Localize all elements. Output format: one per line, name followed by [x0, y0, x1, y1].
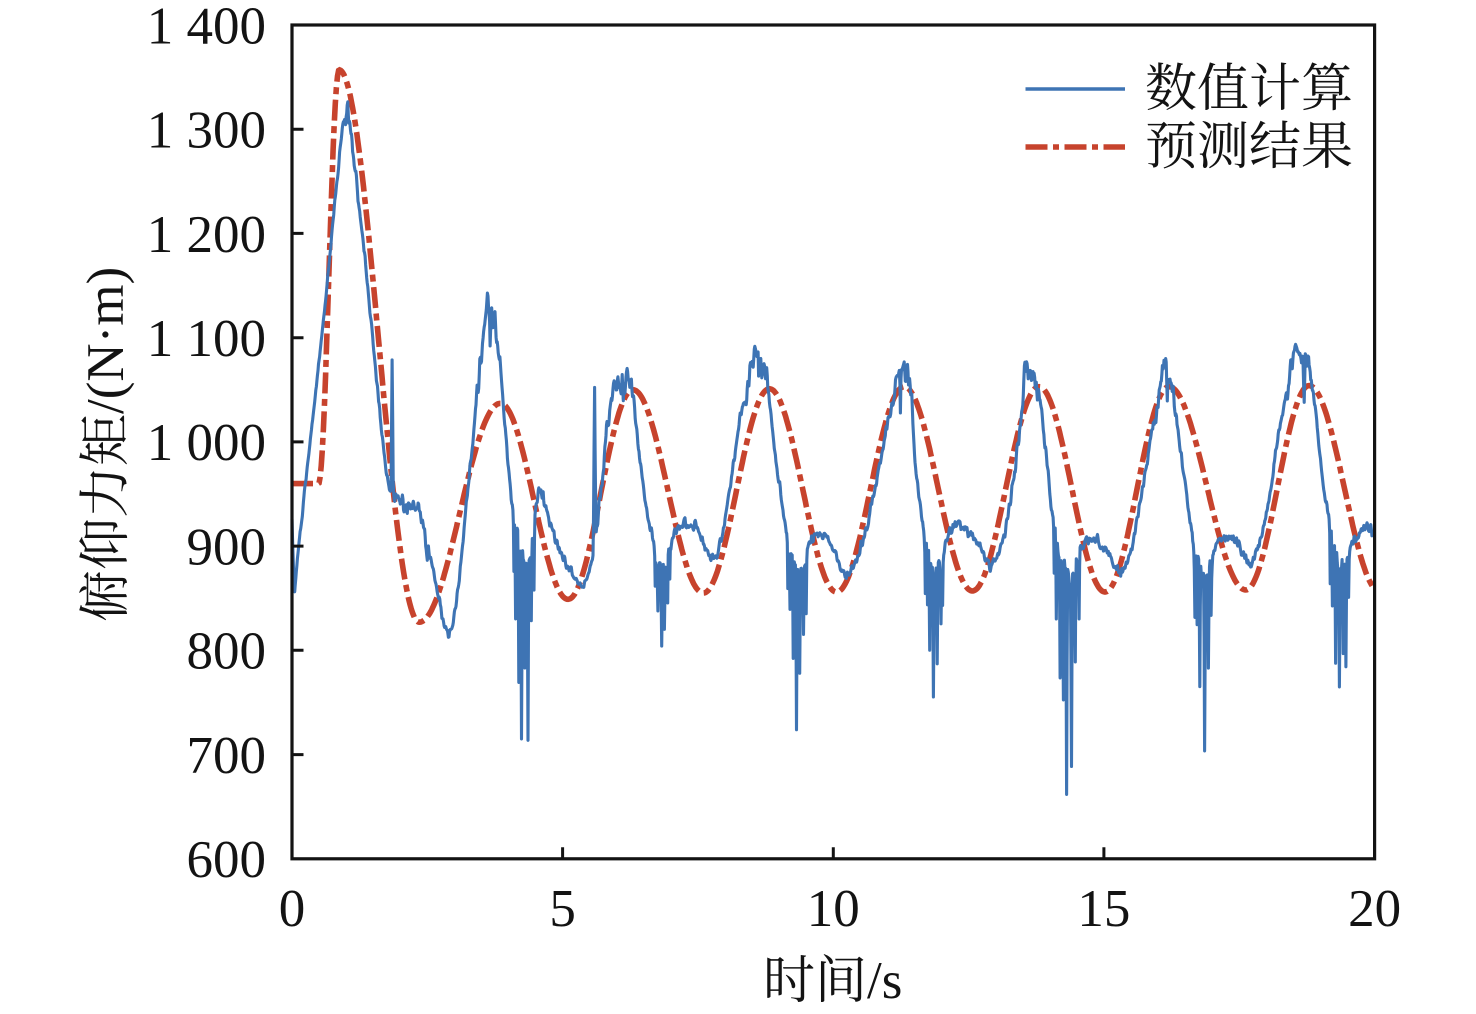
- svg-text:/(N·m): /(N·m): [77, 267, 135, 414]
- svg-text:1 200: 1 200: [147, 206, 266, 264]
- svg-text:10: 10: [807, 880, 860, 938]
- svg-text:5: 5: [549, 880, 576, 938]
- svg-text:20: 20: [1348, 880, 1401, 938]
- svg-text:700: 700: [187, 727, 267, 785]
- svg-text:15: 15: [1077, 880, 1130, 938]
- svg-text:1 400: 1 400: [147, 0, 266, 55]
- svg-text:900: 900: [187, 518, 267, 576]
- svg-text:0: 0: [279, 880, 306, 938]
- svg-text:1 300: 1 300: [147, 102, 266, 160]
- svg-text:1 100: 1 100: [147, 310, 266, 368]
- svg-text:600: 600: [187, 831, 267, 889]
- svg-text:1 000: 1 000: [147, 414, 266, 472]
- svg-text:/s: /s: [867, 952, 902, 1010]
- svg-text:800: 800: [187, 623, 267, 681]
